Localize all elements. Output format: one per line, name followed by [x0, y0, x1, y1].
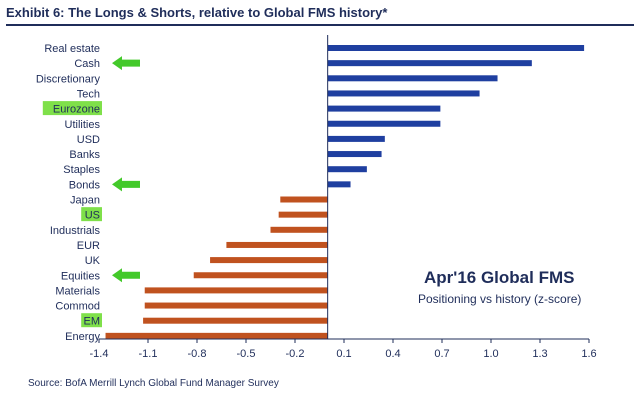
category-label-eurozone: Eurozone [53, 104, 100, 116]
annotation-title: Apr'16 Global FMS [424, 268, 575, 287]
x-tick-label: -0.5 [237, 348, 256, 360]
x-tick-label: 0.1 [336, 348, 351, 360]
bar-eur [226, 241, 328, 248]
x-tick-label: 1.3 [532, 348, 547, 360]
x-tick-label: -0.8 [188, 348, 207, 360]
x-tick-label: -1.1 [139, 348, 158, 360]
highlight-us [81, 207, 102, 222]
x-tick-label: 0.4 [385, 348, 400, 360]
chart-title: Exhibit 6: The Longs & Shorts, relative … [6, 5, 388, 20]
category-label-materials: Materials [55, 285, 100, 297]
bar-em [143, 317, 328, 324]
bar-uk [210, 257, 328, 264]
bar-usd [327, 135, 385, 142]
highlight-eurozone [42, 101, 102, 116]
bar-materials [144, 287, 328, 294]
annotation-subtitle: Positioning vs history (z-score) [418, 292, 582, 306]
arrow-icon-cash [112, 56, 140, 71]
bar-industrials [270, 226, 328, 233]
bar-bonds [327, 181, 351, 188]
bar-tech [327, 90, 480, 97]
highlight-em [81, 313, 102, 328]
x-tick-label: 1.0 [483, 348, 498, 360]
category-label-energy: Energy [65, 331, 100, 343]
bar-real-estate [327, 45, 585, 51]
bar-utilities [327, 120, 441, 127]
category-label-eur: EUR [77, 240, 100, 252]
category-label-us: US [85, 210, 100, 222]
category-label-staples: Staples [63, 164, 100, 176]
title-rule [6, 24, 634, 26]
category-label-discretionary: Discretionary [36, 73, 101, 85]
category-label-industrials: Industrials [50, 225, 101, 237]
bar-staples [327, 166, 367, 173]
bar-cash [327, 60, 532, 67]
source-note: Source: BofA Merrill Lynch Global Fund M… [28, 378, 279, 389]
category-label-real-estate: Real estate [44, 43, 100, 55]
bar-us [278, 211, 328, 218]
arrow-icon-equities [112, 268, 140, 283]
category-label-banks: Banks [69, 149, 100, 161]
bar-equities [193, 272, 328, 279]
x-tick-label: -0.2 [286, 348, 305, 360]
category-label-bonds: Bonds [69, 179, 101, 191]
bar-energy [105, 332, 328, 339]
x-tick-label: 1.6 [581, 348, 596, 360]
category-label-japan: Japan [70, 195, 100, 207]
bar-japan [280, 196, 328, 203]
category-label-uk: UK [85, 255, 101, 267]
category-label-tech: Tech [77, 88, 100, 100]
category-label-utilities: Utilities [65, 119, 101, 131]
category-label-usd: USD [77, 134, 100, 146]
bar-commod [144, 302, 328, 309]
bar-eurozone [327, 105, 441, 112]
x-tick-label: 0.7 [434, 348, 449, 360]
arrow-icon-bonds [112, 177, 140, 192]
x-tick-label: -1.4 [90, 348, 109, 360]
bar-discretionary [327, 75, 498, 82]
category-label-cash: Cash [74, 58, 100, 70]
bar-banks [327, 151, 382, 158]
category-label-em: EM [84, 316, 101, 328]
category-label-commod: Commod [55, 301, 100, 313]
category-label-equities: Equities [61, 270, 101, 282]
